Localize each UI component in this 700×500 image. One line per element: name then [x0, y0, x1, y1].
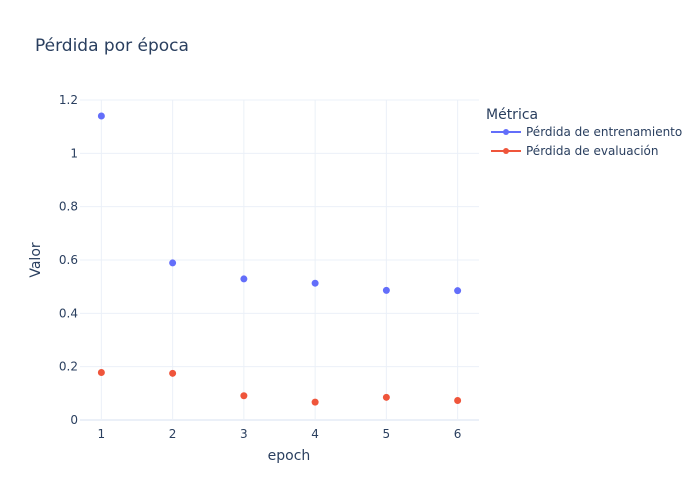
- x-tick-label: 5: [383, 427, 391, 441]
- evaluation-loss-point[interactable]: [169, 369, 177, 377]
- x-tick-label: 3: [240, 427, 248, 441]
- legend-swatch-marker: [503, 148, 509, 154]
- legend-item-evaluation[interactable]: Pérdida de evaluación: [491, 144, 658, 158]
- y-tick-labels: 0 0.2 0.4 0.6 0.8 1 1.2: [59, 93, 78, 427]
- y-tick-label: 0.8: [59, 200, 78, 214]
- training-loss-point[interactable]: [169, 259, 177, 267]
- x-axis-title: epoch: [268, 448, 311, 464]
- evaluation-loss-point[interactable]: [454, 397, 462, 405]
- x-tick-label: 6: [454, 427, 462, 441]
- legend[interactable]: Métrica Pérdida de entrenamiento Pérdida…: [486, 107, 682, 158]
- evaluation-loss-point[interactable]: [240, 392, 248, 400]
- x-tick-label: 2: [169, 427, 177, 441]
- legend-label-evaluation: Pérdida de evaluación: [526, 144, 658, 158]
- legend-swatch-marker: [503, 129, 509, 135]
- y-tick-label: 0.6: [59, 253, 78, 267]
- x-tick-label: 4: [311, 427, 319, 441]
- y-axis-title: Valor: [28, 242, 44, 278]
- legend-item-training[interactable]: Pérdida de entrenamiento: [491, 125, 682, 139]
- y-tick-label: 0.4: [59, 306, 78, 320]
- data-points: [97, 112, 462, 406]
- x-tick-label: 1: [98, 427, 106, 441]
- training-loss-point[interactable]: [311, 279, 319, 287]
- training-loss-point[interactable]: [240, 275, 248, 283]
- training-loss-point[interactable]: [454, 287, 462, 295]
- training-loss-point[interactable]: [382, 286, 390, 294]
- grid: [80, 99, 479, 421]
- legend-label-training: Pérdida de entrenamiento: [526, 125, 682, 139]
- x-tick-labels: 1 2 3 4 5 6: [98, 427, 462, 441]
- training-loss-point[interactable]: [97, 112, 105, 120]
- y-tick-label: 1: [70, 146, 78, 160]
- y-tick-label: 0: [70, 413, 78, 427]
- y-tick-label: 0.2: [59, 360, 78, 374]
- y-tick-label: 1.2: [59, 93, 78, 107]
- evaluation-loss-point[interactable]: [97, 369, 105, 377]
- evaluation-loss-point[interactable]: [382, 393, 390, 401]
- chart-title: Pérdida por época: [35, 36, 189, 56]
- evaluation-loss-point[interactable]: [311, 398, 319, 406]
- legend-title: Métrica: [486, 107, 538, 123]
